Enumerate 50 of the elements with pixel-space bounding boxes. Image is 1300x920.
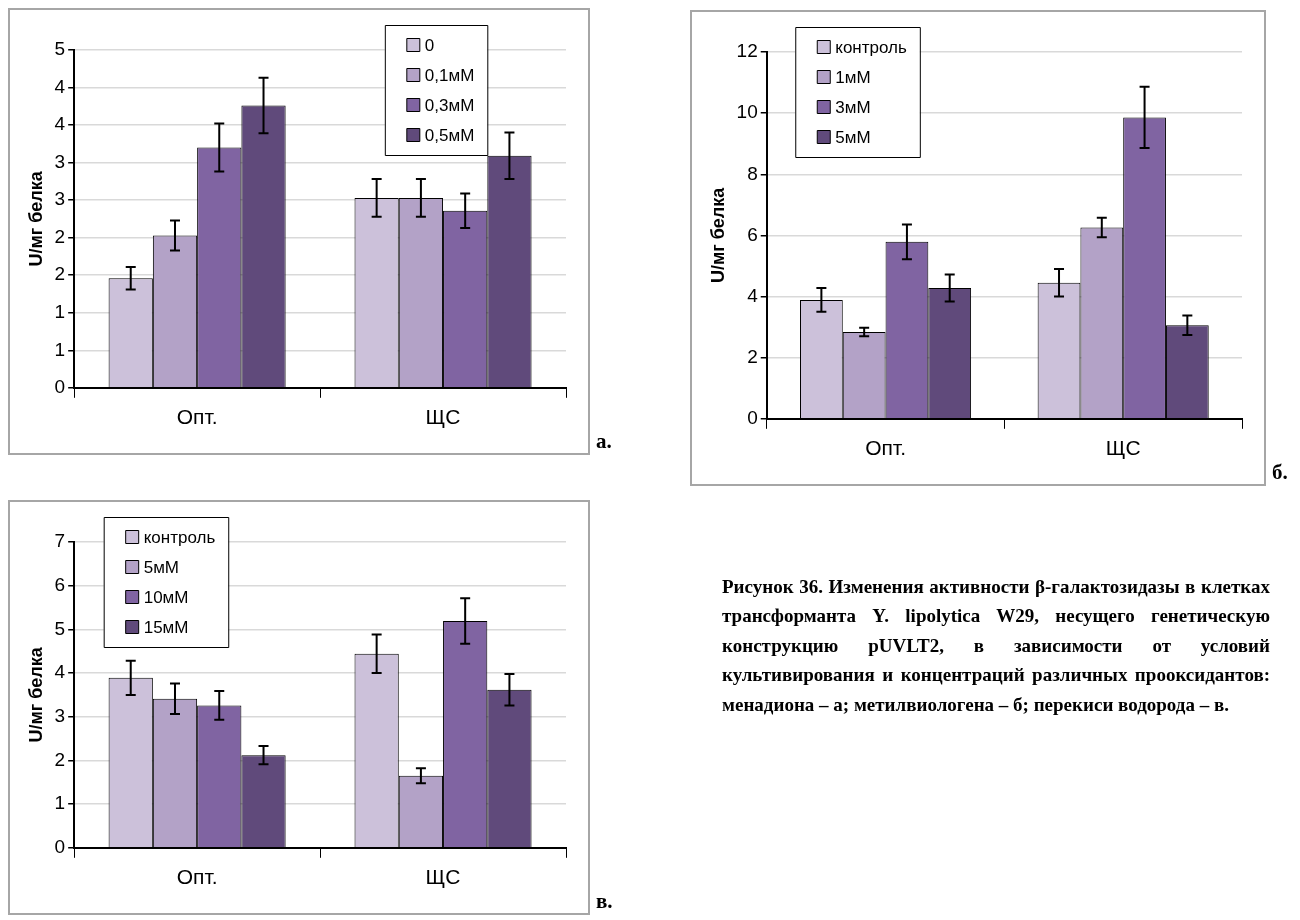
y-tick-label: 2: [54, 263, 66, 285]
text: Рисунок 36. Изменения активности β-галактозидазы в клетках трансформанта Y. lipolytica W29, несущего генетическую конструкцию pUVLT2, в зависимости от условий культивирования и концентраций различных прооксидантов: менадиона – а; метилвиологена – б; перекиси водорода – в.: [722, 575, 1270, 717]
legend-label: контроль: [143, 527, 216, 547]
text: в.: [596, 889, 613, 914]
legend-label: 10мМ: [143, 587, 189, 607]
y-tick-label: 0: [54, 836, 66, 858]
x-tick-label: ЩС: [1105, 436, 1141, 460]
text: б.: [1272, 460, 1288, 485]
y-tick-label: 4: [54, 661, 66, 683]
legend-label: 5мМ: [835, 127, 871, 147]
y-axis-title: U/мг белка: [25, 170, 46, 267]
legend-label: 0,1мМ: [424, 65, 475, 85]
y-tick-label: 0: [747, 407, 758, 429]
y-tick-label: 5: [54, 617, 66, 639]
y-tick-label: 1: [54, 792, 66, 814]
y-tick-label: 1: [54, 300, 66, 322]
x-tick-label: ЩС: [425, 405, 461, 429]
y-tick-label: 0: [54, 376, 66, 398]
y-tick-label: 3: [54, 188, 66, 210]
legend-label: контроль: [835, 37, 907, 57]
y-tick-label: 2: [54, 748, 66, 770]
x-tick-label: ЩС: [425, 865, 461, 889]
x-tick-label: Опт.: [865, 436, 906, 460]
y-tick-label: 5: [54, 38, 66, 60]
y-tick-label: 8: [747, 162, 758, 184]
y-axis-title: U/мг белка: [707, 186, 728, 284]
legend-label: 5мМ: [143, 557, 179, 577]
y-tick-label: 6: [54, 573, 66, 595]
y-tick-label: 4: [54, 75, 66, 97]
y-tick-label: 3: [54, 704, 66, 726]
y-tick-label: 1: [54, 338, 66, 360]
y-axis-title: U/мг белка: [25, 646, 46, 743]
y-tick-label: 2: [747, 345, 758, 367]
y-tick-label: 2: [54, 225, 66, 247]
legend-label: 0,3мМ: [424, 95, 475, 115]
y-tick-label: 3: [54, 150, 66, 172]
legend-label: 3мМ: [835, 97, 871, 117]
y-tick-label: 10: [736, 101, 758, 123]
x-tick-label: Опт.: [176, 405, 218, 429]
legend-label: 15мМ: [143, 617, 189, 637]
y-tick-label: 6: [747, 223, 758, 245]
legend-label: 1мМ: [835, 67, 871, 87]
y-tick-label: 7: [54, 530, 66, 552]
y-tick-label: 12: [736, 40, 758, 62]
legend-label: 0,5мМ: [424, 125, 475, 145]
y-tick-label: 4: [747, 284, 759, 306]
x-tick-label: Опт.: [176, 865, 218, 889]
text: а.: [596, 429, 612, 454]
legend-label: 0: [424, 35, 435, 55]
y-tick-label: 4: [54, 113, 66, 135]
